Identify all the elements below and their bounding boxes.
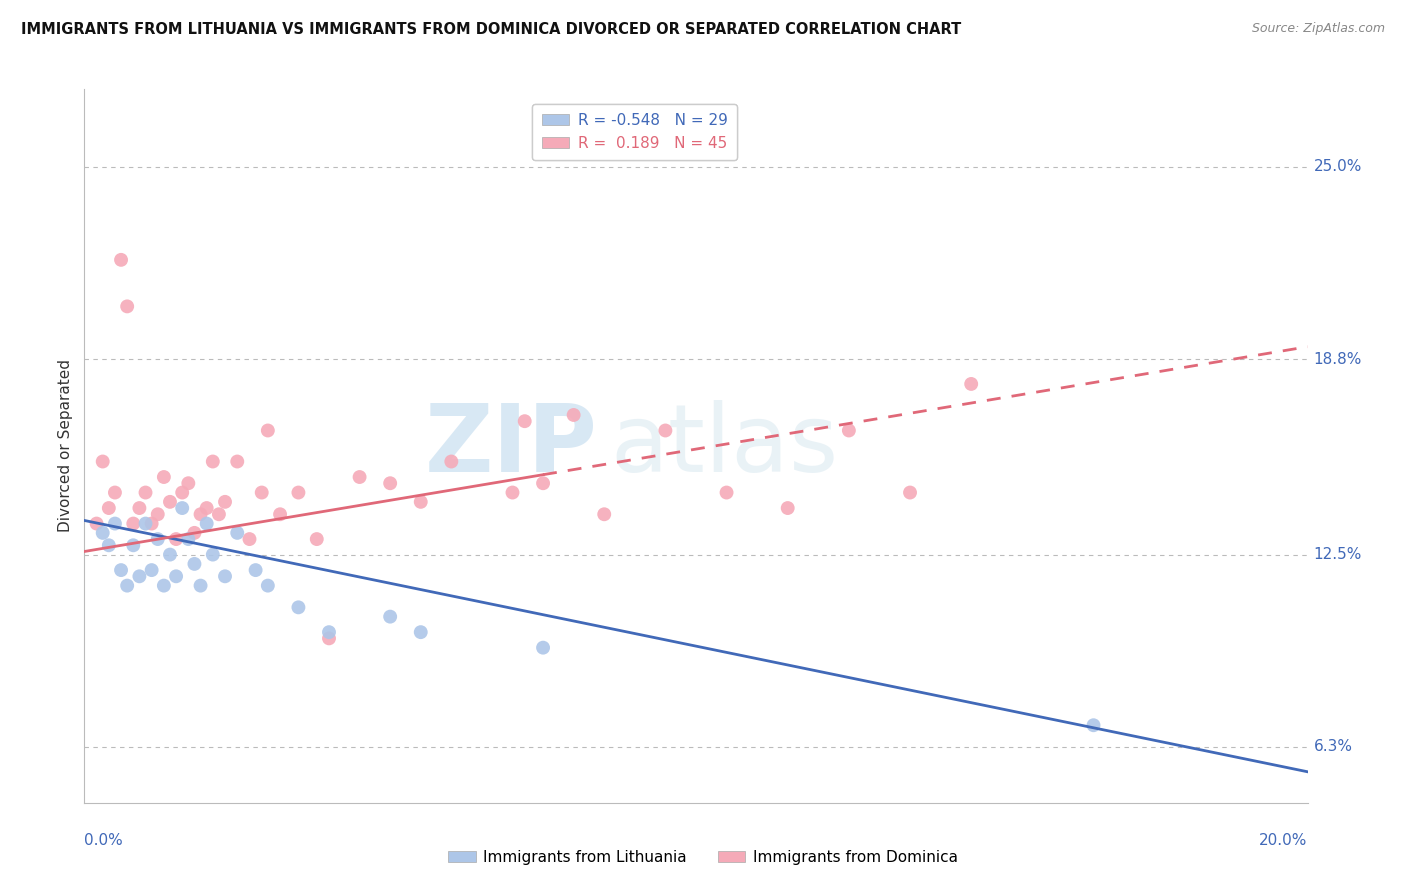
Text: 25.0%: 25.0% [1313,160,1362,174]
Point [97,501,120,516]
Point [440,454,463,468]
Point [238,532,260,546]
Point [128,501,150,516]
Point [165,569,187,583]
Point [172,501,194,516]
Point [287,485,309,500]
Point [305,532,328,546]
Point [776,501,799,516]
Point [1083,718,1105,732]
Point [502,485,524,500]
Point [409,495,432,509]
Point [513,414,536,428]
Legend: R = -0.548   N = 29, R =  0.189   N = 45: R = -0.548 N = 29, R = 0.189 N = 45 [533,104,737,160]
Point [153,470,176,484]
Point [141,516,163,531]
Point [115,579,138,593]
Point [146,532,169,546]
Point [250,485,273,500]
Point [318,632,340,646]
Point [104,485,127,500]
Point [177,532,200,546]
Point [91,454,114,468]
Point [287,600,309,615]
Point [898,485,921,500]
Point [135,516,157,531]
Point [183,557,205,571]
Point [135,485,157,500]
Point [716,485,738,500]
Point [269,508,291,522]
Point [349,470,371,484]
Text: ZIP: ZIP [425,400,598,492]
Point [146,508,169,522]
Point [165,532,187,546]
Text: Source: ZipAtlas.com: Source: ZipAtlas.com [1251,22,1385,36]
Point [195,501,218,516]
Point [110,563,132,577]
Point [531,476,554,491]
Point [257,424,280,438]
Point [409,625,432,640]
Point [153,579,176,593]
Point [201,548,224,562]
Text: 18.8%: 18.8% [1313,351,1362,367]
Point [190,508,212,522]
Point [159,548,181,562]
Point [141,563,163,577]
Point [838,424,860,438]
Point [122,516,145,531]
Point [380,476,402,491]
Point [245,563,267,577]
Point [257,579,280,593]
Point [128,569,150,583]
Point [122,538,145,552]
Point [190,579,212,593]
Point [177,476,200,491]
Point [654,424,676,438]
Point [214,495,236,509]
Text: 0.0%: 0.0% [84,833,124,848]
Point [380,609,402,624]
Point [86,516,108,531]
Point [183,525,205,540]
Point [960,376,983,391]
Point [318,625,340,640]
Point [214,569,236,583]
Point [91,525,114,540]
Point [593,508,616,522]
Text: IMMIGRANTS FROM LITHUANIA VS IMMIGRANTS FROM DOMINICA DIVORCED OR SEPARATED CORR: IMMIGRANTS FROM LITHUANIA VS IMMIGRANTS … [21,22,962,37]
Point [104,516,127,531]
Text: 12.5%: 12.5% [1313,547,1362,562]
Point [195,516,218,531]
Text: 6.3%: 6.3% [1313,739,1353,755]
Point [110,252,132,267]
Point [172,485,194,500]
Point [159,495,181,509]
Point [201,454,224,468]
Point [226,525,249,540]
Legend: Immigrants from Lithuania, Immigrants from Dominica: Immigrants from Lithuania, Immigrants fr… [441,844,965,871]
Point [208,508,231,522]
Y-axis label: Divorced or Separated: Divorced or Separated [58,359,73,533]
Point [531,640,554,655]
Text: 20.0%: 20.0% [1260,833,1308,848]
Point [115,299,138,313]
Point [226,454,249,468]
Text: atlas: atlas [610,400,838,492]
Point [97,538,120,552]
Point [562,408,585,422]
